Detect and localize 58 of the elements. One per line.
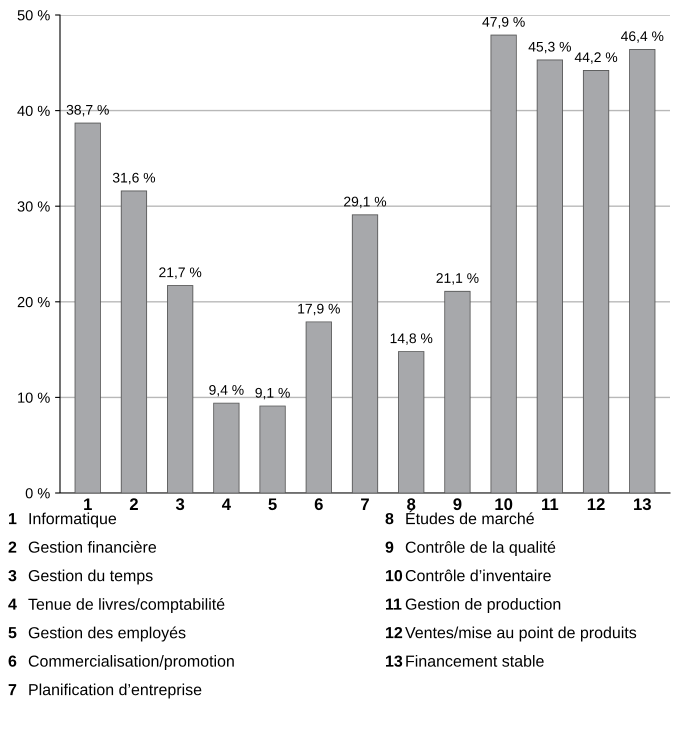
x-tick-label: 5 — [268, 498, 277, 510]
x-tick-label: 10 — [495, 498, 512, 510]
data-label: 17,9 % — [298, 304, 340, 316]
bar — [536, 60, 563, 493]
data-label: 44,2 % — [574, 52, 618, 64]
x-tick-label: 7 — [361, 498, 369, 510]
x-tick-label: 6 — [314, 498, 323, 510]
text: 3 Gestion du temps — [8, 570, 153, 584]
bar — [444, 290, 471, 493]
text: 6 Commercialisation/promotion — [8, 655, 234, 670]
x-tick-label: 11 — [542, 498, 558, 510]
data-label: 45,3 % — [528, 42, 571, 54]
bar — [213, 402, 240, 493]
bar — [306, 321, 332, 493]
x-tick-label: 12 — [588, 498, 605, 510]
text: 9 Contrôle de la qualité — [386, 540, 556, 556]
bar — [629, 48, 656, 493]
y-tick-label: 10 % — [18, 392, 50, 403]
x-tick-label: 4 — [222, 498, 231, 510]
data-label: 21,1 % — [436, 273, 479, 285]
y-tick-label: 0 % — [26, 488, 50, 498]
text: 4 Tenue de livres/comptabilité — [8, 598, 224, 614]
x-tick-label: 13 — [634, 498, 651, 510]
text: 2 Gestion financière — [8, 540, 156, 553]
data-label: 14,8 % — [390, 333, 432, 345]
text: 5 Gestion des employés — [8, 626, 186, 642]
x-tick-label: 9 — [453, 498, 462, 510]
text: 8 Études de marché — [386, 510, 534, 524]
data-label: 38,7 % — [66, 104, 109, 116]
x-tick-label: 8 — [407, 498, 416, 510]
bar — [352, 214, 378, 493]
data-label: 31,6 % — [112, 172, 156, 184]
data-label: 21,7 % — [159, 267, 202, 279]
bar — [167, 285, 194, 493]
x-tick-label: 3 — [176, 498, 184, 510]
text: 13 Financement stable — [386, 655, 544, 667]
data-label: 9,1 % — [255, 388, 290, 400]
data-label: 29,1 % — [344, 196, 386, 208]
bar — [259, 406, 286, 493]
text: 1 Informatique — [9, 512, 116, 528]
text: 12 Ventes/mise au point de produits — [386, 626, 636, 642]
bar — [74, 122, 101, 493]
bar — [582, 70, 610, 493]
data-label: 9,4 % — [209, 385, 244, 396]
data-label: 47,9 % — [482, 16, 525, 28]
y-tick-label: 40 % — [17, 106, 50, 116]
bar — [120, 190, 148, 493]
x-tick-label: 2 — [130, 498, 138, 510]
y-tick-label: 20 % — [18, 296, 50, 308]
x-tick-label: 1 — [84, 498, 92, 510]
text: 10 Contrôle d’inventaire — [386, 570, 551, 582]
y-tick-label: 30 % — [18, 201, 50, 212]
text: 7 Planification d’entreprise — [8, 684, 202, 698]
data-label: 46,4 % — [620, 31, 664, 43]
text: 11 Gestion de production — [386, 598, 560, 613]
bar — [398, 351, 424, 493]
bar — [490, 34, 517, 493]
y-tick-label: 50 % — [18, 10, 50, 20]
